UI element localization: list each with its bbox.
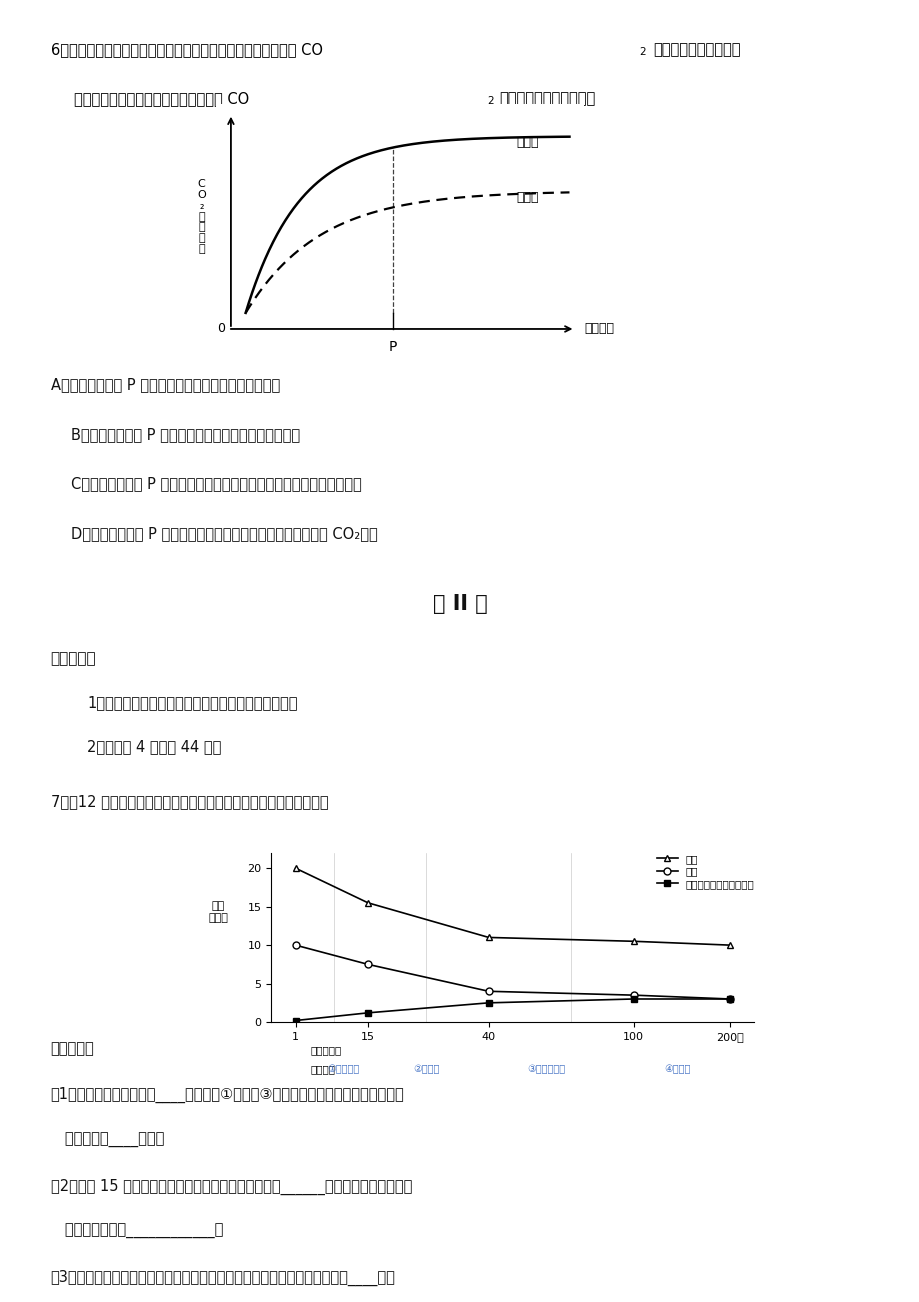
Text: 0: 0	[217, 323, 225, 336]
Text: C．光照强度低于 P 时，限制突变型光合速率的主要环境因素是光照强度: C．光照强度低于 P 时，限制突变型光合速率的主要环境因素是光照强度	[71, 477, 361, 492]
Text: （2）火烧 15 年后，草本、灌木丰富度的变化趋势均为______，主要原因是他们与乔: （2）火烧 15 年后，草本、灌木丰富度的变化趋势均为______，主要原因是他…	[51, 1178, 412, 1194]
Legend: 草本, 灌木, 乔木（阔叶树、针叶树）: 草本, 灌木, 乔木（阔叶树、针叶树）	[652, 850, 758, 893]
Text: 6．某突变型水稻叶片的叶绻素含量约为野生型的一半，但固定 CO: 6．某突变型水稻叶片的叶绻素含量约为野生型的一半，但固定 CO	[51, 42, 323, 57]
Text: 野生型: 野生型	[516, 191, 539, 204]
Text: A．光照强度低于 P 时，突变型的光反应强度低于野生型: A．光照强度低于 P 时，突变型的光反应强度低于野生型	[51, 378, 279, 393]
Text: 据图回答：: 据图回答：	[51, 1042, 95, 1057]
Text: ④针叶林: ④针叶林	[664, 1064, 689, 1074]
Text: 木竞争时获得的____________。: 木竞争时获得的____________。	[51, 1224, 222, 1240]
Text: B．光照强度高于 P 时，突变型的暗反应强度高于野生型: B．光照强度高于 P 时，突变型的暗反应强度高于野生型	[71, 427, 300, 443]
Text: ②阔叶林: ②阔叶林	[413, 1064, 438, 1074]
Text: 有更复杂的____结构。: 有更复杂的____结构。	[51, 1133, 164, 1148]
Text: ①草本灌木: ①草本灌木	[327, 1064, 359, 1074]
Text: 2．本卷共 4 题，共 44 分。: 2．本卷共 4 题，共 44 分。	[87, 740, 221, 755]
Text: 注意事项：: 注意事项：	[51, 651, 96, 667]
Text: 2: 2	[487, 96, 494, 107]
Text: P: P	[388, 340, 397, 354]
Y-axis label: 物种
丰富度: 物种 丰富度	[208, 901, 228, 923]
Text: 型。下图显示两者在不同光照强度下的 CO: 型。下图显示两者在不同光照强度下的 CO	[74, 91, 248, 107]
Text: 演替阶段: 演替阶段	[310, 1064, 335, 1074]
Text: 2: 2	[639, 47, 645, 57]
Text: 火烧后年数: 火烧后年数	[310, 1046, 341, 1056]
Text: D．光照强度高于 P 时，限制突变型光合速率的主要环境因素是 CO₂浓度: D．光照强度高于 P 时，限制突变型光合速率的主要环境因素是 CO₂浓度	[71, 526, 377, 542]
Text: 1．用黑色墨水的钉笔或签字笔将答案写在答题卡上。: 1．用黑色墨水的钉笔或签字笔将答案写在答题卡上。	[87, 695, 298, 711]
Text: （3）针叶林凋落物的氮磷分解速率较慢。火烧后若补栽乔木树种，最好种植____，以: （3）针叶林凋落物的氮磷分解速率较慢。火烧后若补栽乔木树种，最好种植____，以	[51, 1269, 395, 1285]
Text: 7．（12 分）大兴安岭某林区发生中度火烧后，植被演替过程见下图: 7．（12 分）大兴安岭某林区发生中度火烧后，植被演替过程见下图	[51, 794, 328, 810]
Text: （1）该红烧迹地发生的是____演替。与①相比，③中群落对光的利用更充分，因其具: （1）该红烧迹地发生的是____演替。与①相比，③中群落对光的利用更充分，因其具	[51, 1087, 404, 1103]
Text: 突变型: 突变型	[516, 137, 539, 150]
Text: C
O
₂
吸
收
速
率: C O ₂ 吸 收 速 率	[197, 180, 206, 254]
Text: 酶的活性显著高于野生: 酶的活性显著高于野生	[652, 42, 740, 57]
Text: ③针阔混交林: ③针阔混交林	[528, 1064, 565, 1074]
Text: 第 II 卷: 第 II 卷	[432, 594, 487, 613]
Text: 吸收速率。叙述错误的是: 吸收速率。叙述错误的是	[499, 91, 596, 107]
Text: 光照强度: 光照强度	[584, 323, 614, 336]
